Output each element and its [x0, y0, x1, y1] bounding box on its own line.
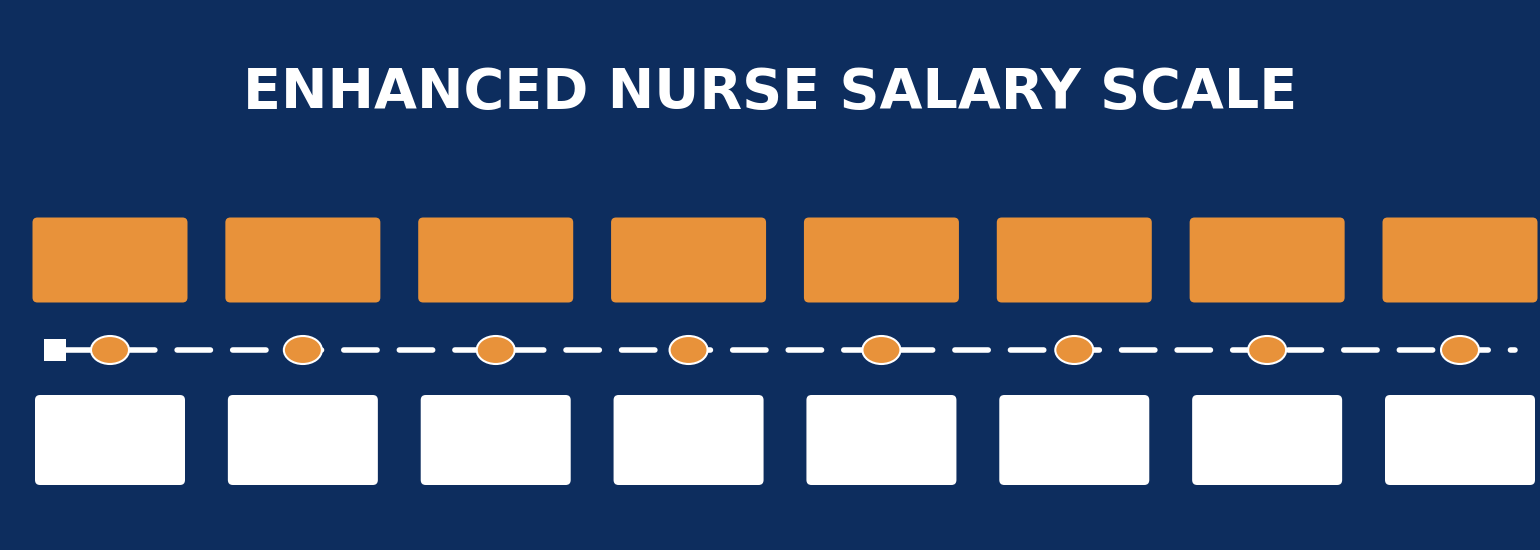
Text: Long Service
Increment: Long Service Increment [1389, 419, 1531, 461]
Text: Point 2: Point 2 [71, 431, 149, 449]
Ellipse shape [477, 336, 514, 364]
Text: Point 8: Point 8 [1229, 431, 1306, 449]
Ellipse shape [1055, 336, 1093, 364]
Text: ENHANCED NURSE SALARY SCALE: ENHANCED NURSE SALARY SCALE [243, 66, 1297, 120]
Text: €56,132: €56,132 [1409, 250, 1511, 270]
FancyBboxPatch shape [32, 217, 188, 302]
Text: €47,919,: €47,919, [440, 250, 550, 270]
FancyBboxPatch shape [228, 395, 377, 485]
Ellipse shape [1247, 336, 1286, 364]
FancyBboxPatch shape [807, 395, 956, 485]
FancyBboxPatch shape [613, 395, 764, 485]
Ellipse shape [670, 336, 707, 364]
Text: €52,199: €52,199 [1024, 250, 1124, 270]
Text: Point 3: Point 3 [263, 431, 342, 449]
Text: €54,516: €54,516 [1217, 250, 1318, 270]
FancyBboxPatch shape [225, 217, 380, 302]
FancyBboxPatch shape [804, 217, 959, 302]
Text: €46,852: €46,852 [253, 250, 353, 270]
Ellipse shape [1441, 336, 1478, 364]
FancyBboxPatch shape [999, 395, 1149, 485]
FancyBboxPatch shape [996, 217, 1152, 302]
Text: €45,466: €45,466 [60, 250, 160, 270]
Ellipse shape [862, 336, 901, 364]
Text: €49,094: €49,094 [638, 250, 739, 270]
Text: Point 4: Point 4 [457, 431, 534, 449]
FancyBboxPatch shape [420, 395, 571, 485]
Text: Point 5: Point 5 [650, 431, 727, 449]
Text: Point 6: Point 6 [842, 431, 921, 449]
Ellipse shape [283, 336, 322, 364]
FancyBboxPatch shape [1189, 217, 1344, 302]
Text: Point 7: Point 7 [1035, 431, 1113, 449]
FancyBboxPatch shape [45, 339, 66, 361]
Ellipse shape [91, 336, 129, 364]
FancyBboxPatch shape [419, 217, 573, 302]
FancyBboxPatch shape [1192, 395, 1343, 485]
FancyBboxPatch shape [35, 395, 185, 485]
Text: €50,659: €50,659 [832, 250, 932, 270]
FancyBboxPatch shape [1383, 217, 1537, 302]
FancyBboxPatch shape [1384, 395, 1535, 485]
FancyBboxPatch shape [611, 217, 765, 302]
